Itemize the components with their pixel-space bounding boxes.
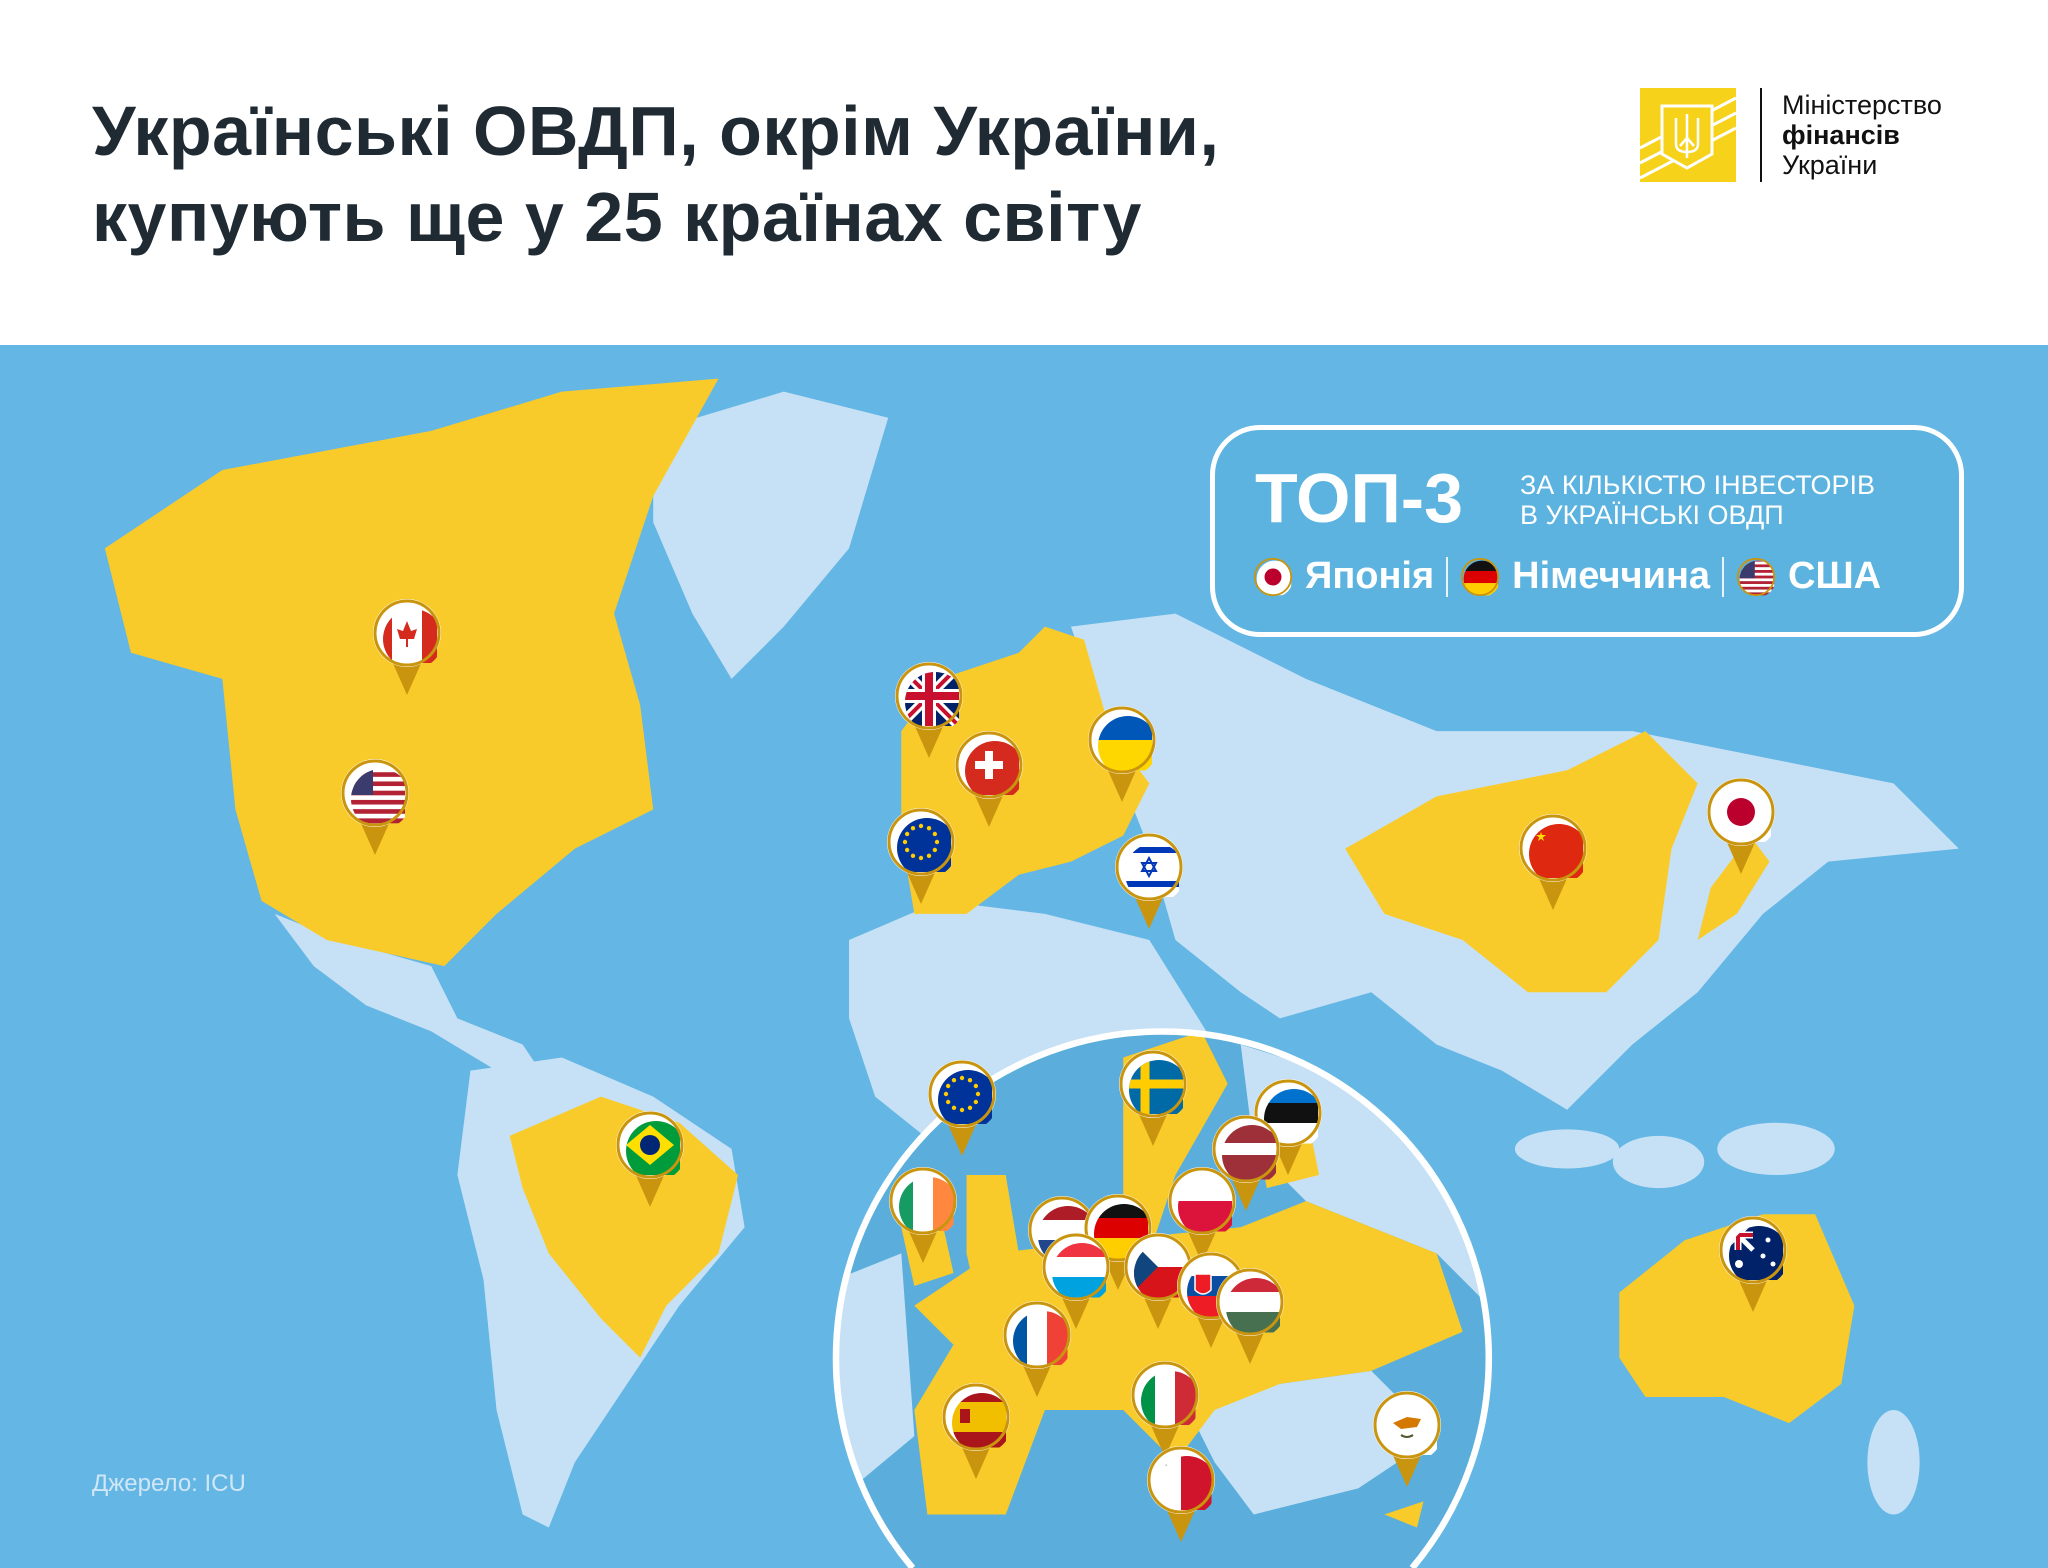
br-flag-icon <box>616 1111 684 1207</box>
fr-flag-icon <box>1003 1301 1071 1397</box>
world-pin-ca <box>371 597 443 697</box>
cz-flag-icon <box>1124 1233 1192 1329</box>
inset-pin-cy <box>1371 1389 1443 1489</box>
title-line-2: купують ще у 25 країнах світу <box>92 178 1142 256</box>
inset-pin-eu <box>926 1058 998 1158</box>
inset-pin-lu <box>1040 1231 1112 1331</box>
world-pin-au <box>1717 1214 1789 1314</box>
top3-separator <box>1446 556 1449 597</box>
us-flag-icon <box>1736 557 1776 597</box>
logo-line-2: фінансів <box>1782 120 1900 150</box>
ua-flag-icon <box>1088 706 1156 802</box>
top3-country-label: Німеччина <box>1512 555 1711 597</box>
lv-flag-icon <box>1212 1115 1280 1211</box>
inset-pin-lv <box>1210 1113 1282 1213</box>
top3-countries: Японія Німеччина США <box>1253 555 1881 598</box>
inset-pin-mt <box>1145 1444 1217 1544</box>
gb-flag-icon <box>895 662 963 758</box>
inset-pin-pl <box>1166 1165 1238 1265</box>
world-pin-br <box>614 1109 686 1209</box>
title-line-1: Українські ОВДП, окрім України, <box>92 92 1220 170</box>
world-pin-il <box>1113 831 1185 931</box>
world-pin-jp <box>1705 776 1777 876</box>
page-title: Українські ОВДП, окрім України, купують … <box>92 88 1219 260</box>
inset-pin-it <box>1129 1359 1201 1459</box>
inset-pin-ee <box>1252 1077 1324 1177</box>
us-flag-icon <box>341 759 409 855</box>
top3-subtitle-line-1: ЗА КІЛЬКІСТЮ ІНВЕСТОРІВ <box>1520 470 1876 500</box>
ie-flag-icon <box>889 1167 957 1263</box>
top3-country-label: Японія <box>1305 555 1435 597</box>
inset-pin-cz <box>1122 1231 1194 1331</box>
lu-flag-icon <box>1042 1233 1110 1329</box>
world-pin-gb <box>893 660 965 760</box>
europe-inset-border <box>832 1028 1493 1568</box>
logo-divider <box>1760 88 1762 182</box>
pl-flag-icon <box>1168 1167 1236 1263</box>
world-pin-us <box>339 757 411 857</box>
source-note: Джерело: ICU <box>92 1470 246 1497</box>
world-pin-ch <box>953 729 1025 829</box>
inset-pin-hu <box>1214 1266 1286 1366</box>
it-flag-icon <box>1131 1361 1199 1457</box>
world-map: Джерело: ICU <box>0 345 2048 1568</box>
de-flag-icon <box>1460 557 1500 597</box>
mt-flag-icon <box>1147 1446 1215 1542</box>
world-pin-eu <box>885 806 957 906</box>
top3-subtitle-line-2: В УКРАЇНСЬКІ ОВДП <box>1520 500 1784 530</box>
jp-flag-icon <box>1707 778 1775 874</box>
world-pin-ua <box>1086 704 1158 804</box>
ee-flag-icon <box>1254 1079 1322 1175</box>
logo-line-3: України <box>1782 150 1878 180</box>
top3-country-label: США <box>1788 555 1882 597</box>
inset-pin-ie <box>887 1165 959 1265</box>
ca-flag-icon <box>373 599 441 695</box>
top3-heading: ТОП-3 <box>1255 459 1464 537</box>
se-flag-icon <box>1119 1050 1187 1146</box>
top3-separator <box>1722 556 1725 597</box>
ch-flag-icon <box>955 731 1023 827</box>
top3-subtitle: ЗА КІЛЬКІСТЮ ІНВЕСТОРІВ В УКРАЇНСЬКІ ОВД… <box>1520 470 1875 530</box>
ministry-logo: Міністерство фінансів України <box>1640 88 1942 182</box>
eu-flag-icon <box>887 808 955 904</box>
top3-panel: ТОП-3 ЗА КІЛЬКІСТЮ ІНВЕСТОРІВ В УКРАЇНСЬ… <box>1210 425 1964 637</box>
inset-pin-fr <box>1001 1299 1073 1399</box>
eu-flag-icon <box>928 1060 996 1156</box>
world-pin-cn <box>1517 812 1589 912</box>
hu-flag-icon <box>1216 1268 1284 1364</box>
cy-flag-icon <box>1373 1391 1441 1487</box>
logo-line-1: Міністерство <box>1782 90 1942 120</box>
cn-flag-icon <box>1519 814 1587 910</box>
jp-flag-icon <box>1253 557 1293 597</box>
es-flag-icon <box>942 1383 1010 1479</box>
il-flag-icon <box>1115 833 1183 929</box>
inset-pin-se <box>1117 1048 1189 1148</box>
trident-logo-icon <box>1640 88 1736 182</box>
au-flag-icon <box>1719 1216 1787 1312</box>
inset-pin-es <box>940 1381 1012 1481</box>
